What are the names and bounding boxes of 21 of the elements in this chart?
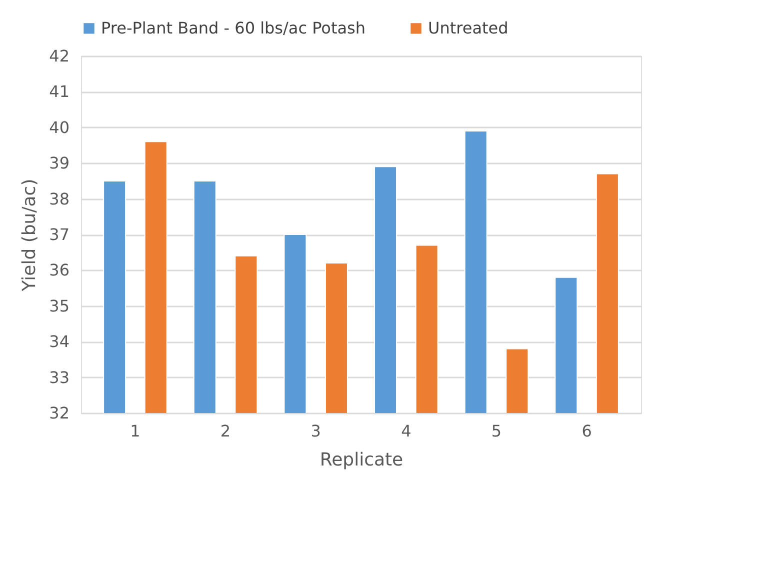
y-tick-label: 38 bbox=[49, 189, 70, 208]
y-tick-label: 40 bbox=[49, 118, 70, 137]
y-tick-label: 41 bbox=[49, 82, 70, 102]
x-axis-title: Replicate bbox=[320, 450, 404, 470]
y-tick-label: 39 bbox=[49, 154, 70, 173]
y-axis-title: Yield (bu/ac) bbox=[19, 178, 40, 292]
x-tick-label: 6 bbox=[582, 422, 592, 440]
y-tick-label: 32 bbox=[49, 404, 70, 422]
x-tick-label: 3 bbox=[310, 422, 321, 440]
x-tick-label: 4 bbox=[401, 422, 412, 440]
y-tick-label: 42 bbox=[49, 46, 70, 66]
y-tick-label: 36 bbox=[49, 260, 70, 280]
legend-label: Untreated bbox=[428, 18, 508, 38]
x-tick-label: 2 bbox=[220, 422, 231, 440]
x-tick-label: 5 bbox=[491, 422, 502, 440]
y-tick-label: 37 bbox=[49, 225, 70, 244]
y-tick-label: 35 bbox=[49, 296, 70, 316]
y-tick-label: 34 bbox=[49, 332, 70, 352]
x-tick-label: 1 bbox=[130, 422, 140, 440]
y-tick-label: 33 bbox=[49, 368, 70, 387]
legend-label: Pre-Plant Band - 60 lbs/ac Potash bbox=[101, 18, 366, 38]
